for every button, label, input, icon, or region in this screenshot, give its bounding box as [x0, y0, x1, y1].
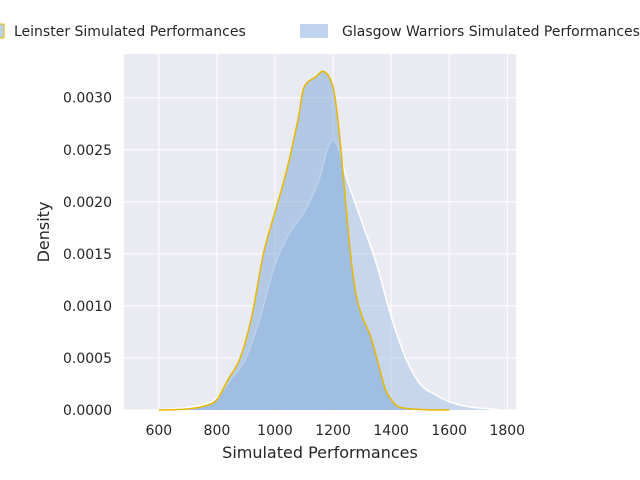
- x-tick-label: 1400: [373, 423, 409, 439]
- y-tick-label: 0.0020: [63, 195, 112, 211]
- legend-swatch-leinster: [0, 23, 5, 39]
- density-areas: [144, 70, 502, 411]
- x-tick-label: 800: [204, 423, 231, 439]
- x-tick-label: 1000: [257, 423, 293, 439]
- legend-label-leinster: Leinster Simulated Performances: [14, 24, 246, 40]
- x-tick-label: 1200: [315, 423, 351, 439]
- y-tick-label: 0.0000: [63, 403, 112, 419]
- y-tick-label: 0.0005: [63, 351, 112, 367]
- y-tick-label: 0.0025: [63, 143, 112, 159]
- y-tick-label: 0.0010: [63, 299, 112, 315]
- y-tick-labels: 0.0000 0.0005 0.0010 0.0015 0.0020 0.0025 0.00…: [63, 91, 112, 419]
- x-tick-label: 600: [145, 423, 172, 439]
- density-area-leinster: [158, 71, 450, 410]
- x-tick-labels: 600 800 1000 1200 1400 1600 1800: [145, 423, 525, 439]
- x-tick-label: 1600: [431, 423, 467, 439]
- y-tick-label: 0.0015: [63, 247, 112, 263]
- legend-label-glasgow: Glasgow Warriors Simulated Performances: [342, 24, 640, 40]
- x-tick-label: 1800: [489, 423, 525, 439]
- x-axis-label: Simulated Performances: [222, 443, 418, 462]
- legend-swatch-glasgow: [300, 24, 328, 38]
- y-tick-label: 0.0030: [63, 91, 112, 107]
- density-line-leinster: [158, 70, 450, 411]
- y-axis-label: Density: [34, 202, 53, 263]
- legend: Leinster Simulated Performances Glasgow …: [0, 23, 640, 40]
